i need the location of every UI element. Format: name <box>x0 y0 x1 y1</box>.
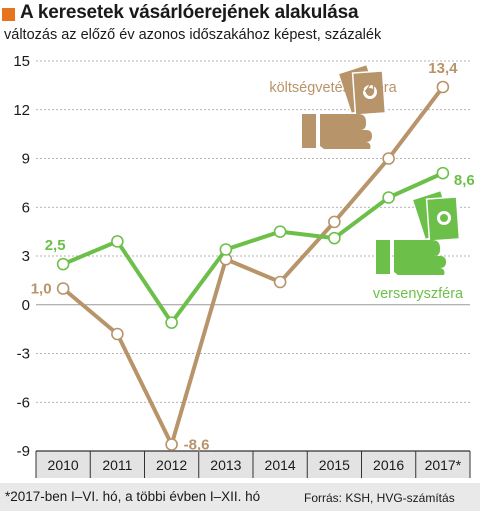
y-tick-label: 6 <box>22 199 30 216</box>
data-point <box>219 243 233 256</box>
data-point <box>328 231 341 245</box>
y-axis-ticks: 15 12 9 6 3 0 -3 -6 -9 <box>13 53 30 460</box>
series-lines <box>56 80 450 451</box>
data-point <box>165 438 178 451</box>
series-line <box>61 171 445 325</box>
chart-title: A keresetek vásárlóerejének alakulása <box>20 2 359 23</box>
x-axis: 2010 2011 2012 2013 2014 2015 2016 2017* <box>35 450 471 478</box>
data-point <box>273 225 287 238</box>
data-label: 1,0 <box>31 281 52 298</box>
data-label: -8,6 <box>184 437 210 454</box>
y-tick-label: 3 <box>22 248 30 265</box>
x-tick-label: 2010 <box>48 457 79 473</box>
footnote: *2017-ben I–VI. hó, a többi évben I–XII.… <box>5 489 261 504</box>
data-point <box>328 215 341 229</box>
data-point <box>111 327 124 341</box>
x-tick-label: 2013 <box>210 457 241 473</box>
data-point <box>382 191 395 204</box>
data-point <box>165 316 178 329</box>
y-tick-label: -6 <box>17 394 30 411</box>
data-label: 8,6 <box>454 172 475 189</box>
x-tick-label: 2011 <box>102 457 132 473</box>
data-point <box>436 166 450 180</box>
y-tick-label: -3 <box>17 346 30 363</box>
series-line <box>61 85 445 447</box>
y-tick-label: -9 <box>17 443 30 460</box>
y-tick-label: 9 <box>22 151 30 168</box>
data-label: 13,4 <box>428 60 458 77</box>
data-point <box>436 80 450 94</box>
data-point <box>111 235 124 248</box>
title-row: A keresetek vásárlóerejének alakulása <box>0 2 480 28</box>
competitive-money-icon <box>376 189 461 275</box>
title-marker <box>2 8 15 21</box>
budget-money-icon <box>302 63 387 149</box>
x-tick-label: 2015 <box>319 457 350 473</box>
source-note: Forrás: KSH, HVG-számítás <box>304 491 455 505</box>
data-point <box>56 282 70 295</box>
footer-bar: *2017-ben I–VI. hó, a többi évben I–XII.… <box>0 483 480 511</box>
y-tick-label: 0 <box>22 297 30 314</box>
y-tick-label: 15 <box>13 53 30 70</box>
chart-subtitle: változás az előző év azonos időszakához … <box>4 27 382 43</box>
x-tick-label: 2016 <box>373 457 404 473</box>
data-point <box>382 152 395 165</box>
y-tick-label: 12 <box>13 102 30 119</box>
x-tick-label: 2012 <box>156 457 187 473</box>
data-point <box>273 275 287 289</box>
legend-competitive: versenyszféra <box>373 286 464 302</box>
x-tick-label: 2014 <box>265 457 296 473</box>
data-point <box>56 257 70 271</box>
x-tick-label: 2017* <box>425 457 462 473</box>
data-label: 2,5 <box>45 237 66 254</box>
legend-budget: költségvetési szféra <box>269 80 397 96</box>
data-labels: 1,0 -8,6 13,4 2,5 8,6 <box>31 60 475 454</box>
